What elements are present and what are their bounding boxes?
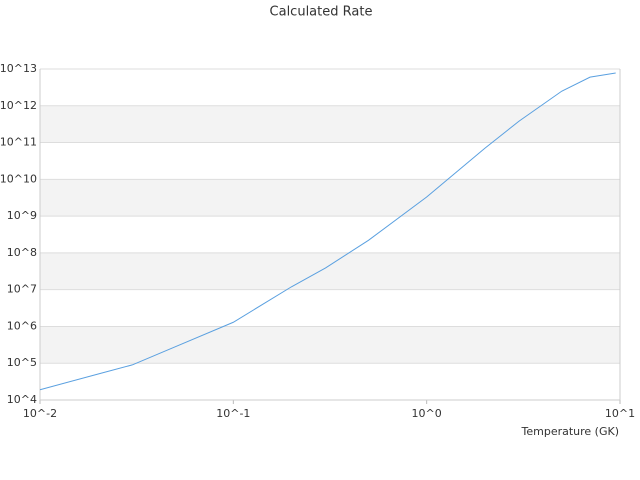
x-tick-label: 10^-1 (216, 407, 250, 420)
x-axis-label: Temperature (GK) (521, 425, 620, 438)
y-tick-label: 10^5 (7, 356, 37, 369)
grid-band (40, 179, 620, 217)
data-line (39, 72, 616, 391)
x-tick-label: 10^1 (605, 407, 635, 420)
y-tick-label: 10^10 (0, 172, 37, 185)
y-tick-label: 10^4 (7, 393, 37, 406)
x-tick-label: 10^-2 (23, 407, 57, 420)
y-tick-label: 10^7 (7, 283, 37, 296)
x-tick-label: 10^0 (412, 407, 442, 420)
grid-band (40, 252, 620, 290)
y-tick-label: 10^6 (7, 319, 37, 332)
y-tick-label: 10^11 (0, 136, 37, 149)
chart-title: Calculated Rate (270, 5, 373, 20)
grid-band (40, 105, 620, 143)
y-tick-label: 10^12 (0, 99, 37, 112)
y-tick-label: 10^9 (7, 209, 37, 222)
y-tick-label: 10^13 (0, 62, 37, 75)
y-tick-label: 10^8 (7, 246, 37, 259)
grid-band (40, 326, 620, 364)
